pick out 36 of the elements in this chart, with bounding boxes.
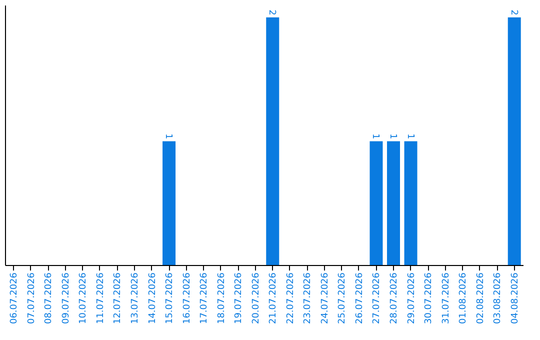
x-tick-label: 01.08.2026 (458, 272, 469, 324)
x-tick-label: 26.07.2026 (354, 272, 365, 324)
x-tick-label: 10.07.2026 (78, 272, 89, 324)
x-tick-label: 07.07.2026 (26, 272, 37, 324)
x-tick-label: 31.07.2026 (441, 272, 452, 324)
x-tick-label: 29.07.2026 (406, 272, 417, 324)
x-tick-label: 18.07.2026 (216, 272, 227, 324)
x-tick-label: 25.07.2026 (338, 272, 348, 324)
data-label: 1 (163, 133, 174, 140)
x-tick-label: 11.07.2026 (96, 272, 106, 324)
data-label: 2 (508, 10, 518, 16)
x-tick-label: 13.07.2026 (130, 272, 140, 324)
x-tick-label: 21.07.2026 (268, 272, 279, 324)
data-label: 2 (266, 10, 277, 16)
x-tick-label: 03.08.2026 (493, 272, 504, 324)
x-tick-label: 16.07.2026 (182, 272, 192, 324)
x-tick-label: 24.07.2026 (320, 272, 330, 324)
data-label: 1 (370, 133, 380, 140)
x-tick-label: 28.07.2026 (390, 272, 400, 324)
x-tick-label: 15.07.2026 (165, 272, 176, 324)
x-tick-label: 17.07.2026 (200, 272, 210, 324)
x-tick-label: 02.08.2026 (476, 272, 486, 324)
x-tick-label: 22.07.2026 (286, 272, 296, 324)
x-tick-label: 06.07.2026 (10, 272, 20, 324)
x-tick-label: 27.07.2026 (372, 272, 382, 324)
x-tick-label: 30.07.2026 (424, 272, 434, 324)
x-tick-label: 19.07.2026 (234, 272, 244, 324)
x-tick-label: 12.07.2026 (113, 272, 124, 324)
data-label: 1 (388, 133, 398, 140)
x-tick-label: 14.07.2026 (148, 272, 158, 324)
x-tick-label: 20.07.2026 (251, 272, 262, 324)
x-tick-label: 08.07.2026 (44, 272, 54, 324)
x-tick-label: 09.07.2026 (61, 272, 72, 324)
data-label: 1 (404, 133, 415, 140)
x-tick-label: 23.07.2026 (303, 272, 314, 324)
x-tick-label: 04.08.2026 (510, 272, 520, 324)
